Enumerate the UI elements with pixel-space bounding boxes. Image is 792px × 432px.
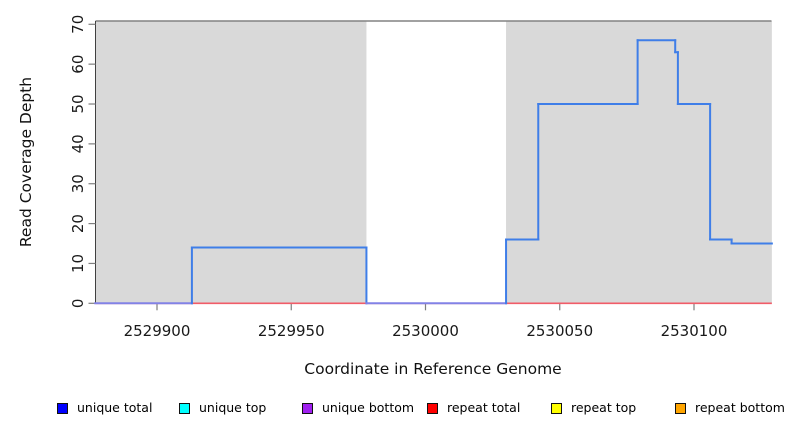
y-axis-title: Read Coverage Depth	[17, 77, 35, 247]
y-tick-label: 0	[69, 299, 87, 309]
y-tick-label: 70	[69, 15, 87, 34]
x-tick-label: 2530100	[661, 322, 728, 340]
x-tick-label: 2529900	[124, 322, 191, 340]
y-tick-label: 40	[69, 134, 87, 153]
y-tick-label: 60	[69, 55, 87, 74]
x-tick-label: 2529950	[258, 322, 325, 340]
x-tick-label: 2530000	[392, 322, 459, 340]
y-tick-label: 30	[69, 174, 87, 193]
repeat-region-shade	[506, 21, 772, 304]
x-tick-label: 2530050	[526, 322, 593, 340]
repeat-region-shade	[95, 21, 367, 304]
x-axis-title: Coordinate in Reference Genome	[304, 360, 561, 378]
y-tick-label: 10	[69, 254, 87, 273]
y-tick-label: 20	[69, 214, 87, 233]
y-tick-label: 50	[69, 94, 87, 113]
